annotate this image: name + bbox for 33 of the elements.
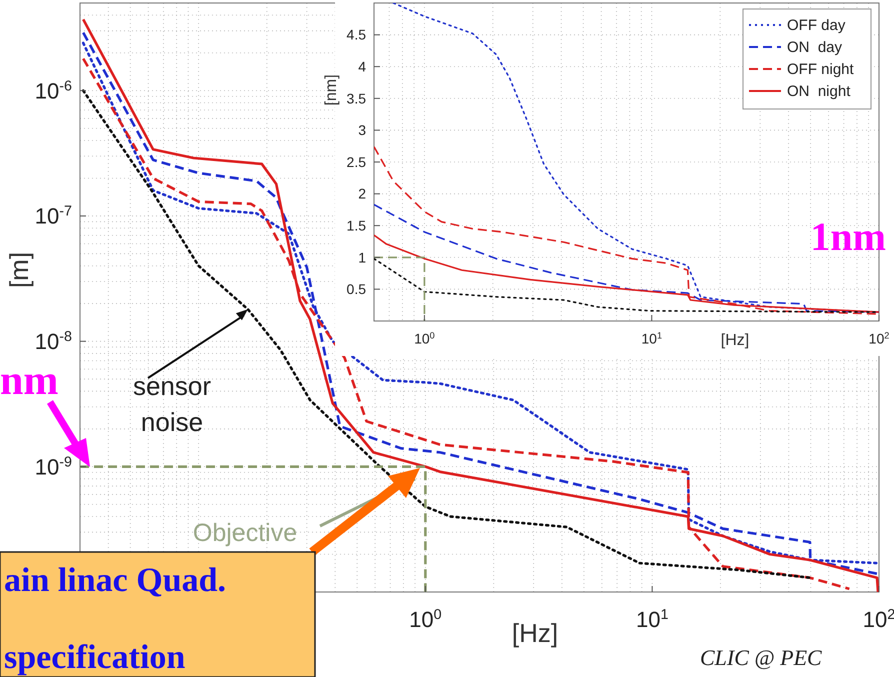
y-tick-label: 3 — [358, 122, 366, 138]
y-tick-label: 4.5 — [346, 26, 366, 43]
x-axis-title: [Hz] — [512, 618, 558, 648]
x-tick-label: 10$^{0}$ — [409, 607, 442, 632]
x-tick-label: 10$^{1}$ — [636, 607, 668, 632]
legend-label: ON night — [787, 83, 852, 100]
y-tick-label: 0.5 — [346, 281, 366, 298]
legend-label: OFF night — [787, 61, 855, 78]
y-tick-label: 4 — [358, 58, 366, 74]
y-axis-title: [nm] — [323, 74, 340, 106]
annotation: sensor noise — [132, 371, 212, 437]
x-tick-label: 10$^{0}$ — [414, 330, 435, 346]
y-tick-label: 3.5 — [346, 90, 366, 106]
annotation: ain linac Quad. — [4, 562, 226, 599]
y-tick-label: 1 — [358, 249, 366, 266]
annotation: 1nm — [810, 214, 886, 259]
y-tick-label: 10$^{-7}$ — [34, 204, 72, 229]
y-tick-label: 1.5 — [346, 218, 366, 234]
legend-label: OFF day — [787, 17, 846, 34]
y-tick-label: 10$^{-6}$ — [34, 78, 72, 104]
x-tick-label: 10$^{1}$ — [641, 330, 662, 346]
y-tick-label: 10$^{-8}$ — [34, 329, 72, 354]
y-tick-label: 10$^{-9}$ — [34, 454, 72, 480]
x-axis-title: [Hz] — [720, 332, 750, 349]
legend-label: ON day — [787, 39, 843, 56]
x-tick-label: 10$^{2}$ — [868, 330, 890, 346]
annotation: Objective — [192, 519, 298, 547]
y-tick-label: 2 — [358, 186, 366, 202]
y-axis-title: [m] — [4, 252, 34, 288]
text: nm — [0, 358, 58, 404]
text: CLIC @ PEC — [700, 645, 822, 670]
text: specification — [4, 639, 186, 676]
y-tick-label: 2.5 — [346, 154, 366, 170]
